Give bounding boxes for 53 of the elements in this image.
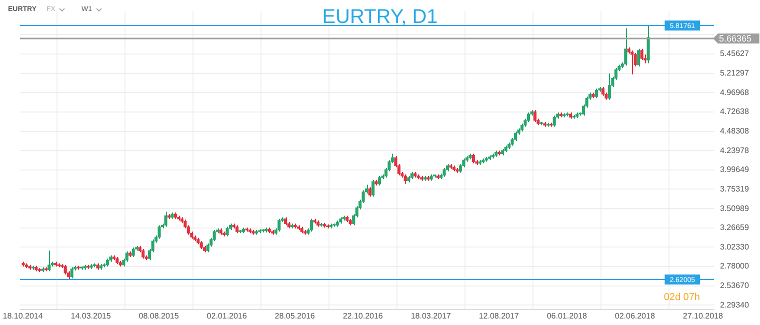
candlestick [404,174,407,184]
x-tick-label: 02.01.2016 [206,311,248,320]
y-tick-label: 4.48308 [720,126,750,136]
candlestick [526,112,530,122]
candlestick [368,186,372,198]
x-tick-label: 02.06.2018 [614,311,656,320]
y-tick-label: 4.96968 [720,88,750,97]
candlestick [48,250,51,272]
y-tick-label: 5.21297 [720,68,750,78]
x-tick-label: 06.01.2018 [546,311,588,320]
candlestick [142,248,145,260]
y-tick-label: 5.45627 [720,49,750,58]
y-tick-label: 3.99649 [720,165,750,174]
candlestick [630,50,634,75]
x-tick-label: 08.08.2015 [138,311,180,320]
x-tick-label: 27.10.2018 [682,311,724,320]
x-tick-label: 12.08.2017 [478,311,520,320]
y-tick-label: 4.72638 [720,107,750,116]
x-tick-label: 22.10.2016 [342,311,384,320]
candlestick [646,24,650,64]
candlestick [640,48,644,61]
y-tick-label: 3.50989 [720,204,750,213]
candlestick [514,131,518,142]
candlestick [378,175,382,186]
candlestick [472,153,475,164]
ref-line-label: 5.66365 [719,33,752,44]
candlestick [226,226,229,237]
y-tick-label: 2.29340 [720,300,750,310]
y-tick-label: 3.02330 [720,242,750,252]
candlestick [310,218,314,232]
candlestick [371,179,375,198]
candlestick [637,48,640,67]
candlestick [624,28,628,66]
x-tick-label: 18.10.2014 [2,311,44,320]
candlestick [608,73,611,100]
candlestick [64,264,67,275]
candlestick [158,224,161,240]
candlestick [164,211,168,228]
candlestick [278,218,281,232]
x-tick-label: 18.03.2017 [410,311,452,320]
annotation: 02d 07h [664,292,700,303]
y-tick-label: 4.23978 [720,146,750,155]
x-tick-label: 14.03.2015 [70,311,112,320]
candlestick [132,246,135,258]
chart-title: EURTRY, D1 [322,6,438,28]
candlestick [552,115,556,128]
y-tick-label: 3.26659 [720,223,750,232]
y-tick-label: 2.78000 [720,262,750,271]
candlestick [594,88,598,99]
y-tick-label: 2.53670 [720,281,750,290]
y-tick-label: 3.75319 [720,184,750,194]
candlestick [125,250,128,262]
x-tick-label: 28.05.2016 [274,311,316,320]
